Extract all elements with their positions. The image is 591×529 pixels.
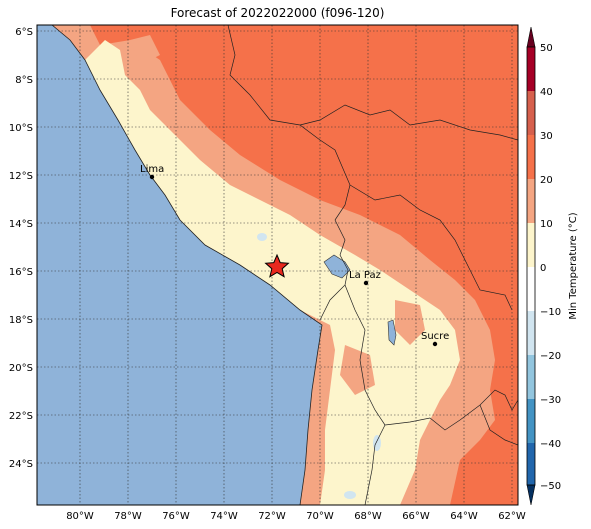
colorbar-swatch: [527, 355, 535, 399]
colorbar-tick: −10: [540, 307, 561, 318]
city-dot-lima: [149, 174, 155, 180]
colorbar-swatch: [527, 267, 535, 311]
lat-tick: 24°S: [9, 459, 33, 470]
lat-tick: 14°S: [9, 219, 33, 230]
lon-tick: 80°W: [66, 511, 94, 522]
lat-tick: 6°S: [15, 27, 33, 38]
lon-tick: 62°W: [498, 511, 526, 522]
lon-tick: 78°W: [114, 511, 142, 522]
colorbar-swatch: [527, 135, 535, 179]
lon-tick: 72°W: [258, 511, 286, 522]
colorbar-tick: 0: [540, 263, 546, 274]
lat-tick-labels: 6°S 8°S 10°S 12°S 14°S 16°S 18°S 20°S 22…: [9, 27, 33, 470]
map-title: Forecast of 2022022000 (f096-120): [170, 6, 385, 20]
border-peru-bolivia: [319, 219, 349, 321]
lat-tick: 8°S: [15, 75, 33, 86]
map-frame: [36, 24, 519, 506]
city-dot-sucre: [432, 341, 438, 347]
warm-patch: [340, 345, 375, 395]
lake-titicaca: [323, 254, 351, 279]
colorbar: 50 40 30 20 10 0 −10 −20 −30 −40 −50 Min…: [526, 26, 579, 506]
colorbar-swatch: [527, 179, 535, 223]
lon-tick: 68°W: [354, 511, 382, 522]
colorbar-tick: −20: [540, 351, 561, 362]
colorbar-tick: 30: [540, 131, 553, 142]
colorbar-label: Min Temperature (°C): [568, 212, 579, 319]
lon-tick: 74°W: [210, 511, 238, 522]
map-plot-area: Lima La Paz Sucre: [37, 25, 518, 505]
lon-tick-labels: 80°W 78°W 76°W 74°W 72°W 70°W 68°W 66°W …: [66, 511, 526, 522]
cool-spot: [257, 233, 267, 241]
lon-tick: 64°W: [450, 511, 478, 522]
border-bolivia-brazil: [349, 184, 513, 311]
cool-spot: [373, 435, 381, 451]
border-brazil-upper: [299, 104, 518, 141]
lat-tick: 12°S: [9, 171, 33, 182]
colorbar-tick: 10: [540, 219, 553, 230]
warm-patch: [395, 300, 425, 345]
lat-tick: 20°S: [9, 363, 33, 374]
border-paraguay: [479, 404, 518, 446]
graticule: [37, 25, 518, 505]
colorbar-swatch: [527, 443, 535, 485]
colorbar-extend-bottom: [526, 484, 536, 506]
lat-tick: 10°S: [9, 123, 33, 134]
star-icon: [264, 253, 290, 278]
border-chile-argentina: [364, 424, 386, 505]
coastline: [51, 25, 323, 505]
colorbar-tick: −30: [540, 395, 561, 406]
warm-patch: [130, 35, 160, 65]
city-dot-la-paz: [363, 280, 369, 286]
colorbar-tick: 50: [540, 43, 553, 54]
lake-poopo: [387, 319, 397, 346]
colorbar-tick: 40: [540, 87, 553, 98]
colorbar-tick: −50: [540, 481, 561, 492]
colorbar-swatch: [527, 91, 535, 135]
colorbar-swatch: [527, 223, 535, 267]
city-label-la-paz: La Paz: [349, 270, 381, 281]
city-label-sucre: Sucre: [421, 331, 449, 342]
border-bolivia-chile: [344, 284, 386, 426]
colorbar-swatch: [527, 47, 535, 91]
lat-tick: 18°S: [9, 315, 33, 326]
colorbar-swatch: [527, 399, 535, 443]
lat-tick: 22°S: [9, 411, 33, 422]
colorbar-tick: −40: [540, 439, 561, 450]
colorbar-swatch: [527, 311, 535, 355]
lon-tick: 66°W: [402, 511, 430, 522]
colorbar-extend-top: [526, 26, 536, 48]
lat-tick: 16°S: [9, 267, 33, 278]
lon-tick: 70°W: [306, 511, 334, 522]
city-label-lima: Lima: [140, 164, 164, 175]
colorbar-tick: 20: [540, 175, 553, 186]
lon-tick: 76°W: [162, 511, 190, 522]
cool-spot: [344, 491, 356, 499]
border-bolivia-argentina: [384, 389, 518, 431]
